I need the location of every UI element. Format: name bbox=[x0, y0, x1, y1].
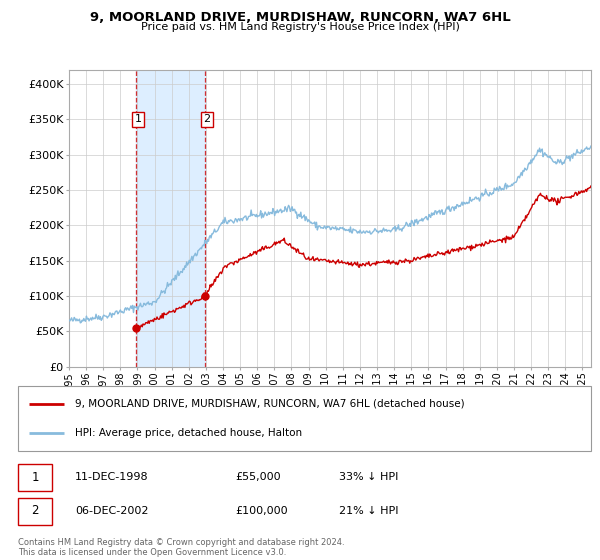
Text: 06-DEC-2002: 06-DEC-2002 bbox=[76, 506, 149, 516]
Text: 11-DEC-1998: 11-DEC-1998 bbox=[76, 473, 149, 482]
Text: Contains HM Land Registry data © Crown copyright and database right 2024.
This d: Contains HM Land Registry data © Crown c… bbox=[18, 538, 344, 557]
Text: 33% ↓ HPI: 33% ↓ HPI bbox=[339, 473, 398, 482]
Text: £100,000: £100,000 bbox=[236, 506, 289, 516]
Text: Price paid vs. HM Land Registry's House Price Index (HPI): Price paid vs. HM Land Registry's House … bbox=[140, 22, 460, 32]
Text: 2: 2 bbox=[203, 114, 211, 124]
Text: 9, MOORLAND DRIVE, MURDISHAW, RUNCORN, WA7 6HL (detached house): 9, MOORLAND DRIVE, MURDISHAW, RUNCORN, W… bbox=[76, 399, 465, 409]
Text: 9, MOORLAND DRIVE, MURDISHAW, RUNCORN, WA7 6HL: 9, MOORLAND DRIVE, MURDISHAW, RUNCORN, W… bbox=[89, 11, 511, 24]
Text: 1: 1 bbox=[134, 114, 142, 124]
Text: 1: 1 bbox=[31, 471, 39, 484]
FancyBboxPatch shape bbox=[18, 386, 591, 451]
Text: 21% ↓ HPI: 21% ↓ HPI bbox=[339, 506, 398, 516]
FancyBboxPatch shape bbox=[18, 464, 52, 491]
Text: HPI: Average price, detached house, Halton: HPI: Average price, detached house, Halt… bbox=[76, 428, 302, 438]
FancyBboxPatch shape bbox=[18, 498, 52, 525]
Text: £55,000: £55,000 bbox=[236, 473, 281, 482]
Bar bbox=[136, 70, 205, 367]
Text: 2: 2 bbox=[31, 505, 39, 517]
